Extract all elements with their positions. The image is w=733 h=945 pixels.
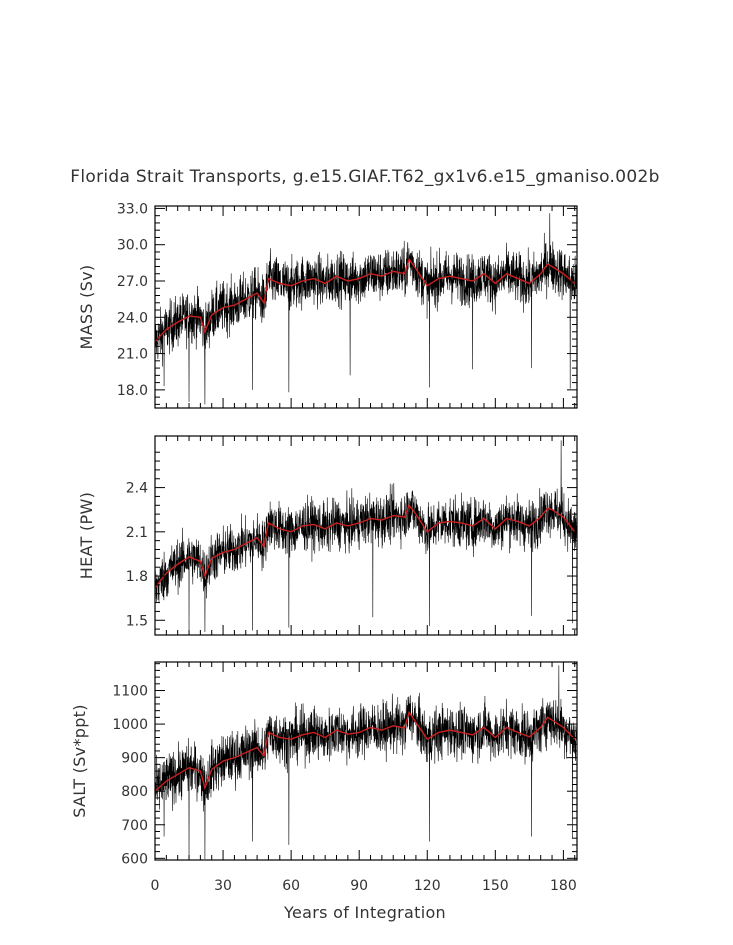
salt-y-tick-label: 900 [121,751,148,767]
x-tick-label: 120 [414,878,441,894]
heat-y-tick-label: 1.8 [126,569,148,585]
mass-annual-mean-series [155,257,576,342]
x-tick-label: 180 [550,878,577,894]
panel-salt: 600 700 800 900 1000 1100 SALT (Sv*ppt) [70,661,578,867]
heat-y-axis-label: HEAT (PW) [77,492,96,579]
salt-frame [154,661,578,861]
salt-annual-mean-series [155,710,576,792]
panels: 18.0 21.0 24.0 27.0 30.0 33.0 MASS (Sv) 1.5 1.8 2… [70,201,578,894]
salt-y-tick-label: 1100 [112,684,148,700]
x-tick-label: 90 [350,878,368,894]
mass-y-tick-label: 18.0 [117,383,148,399]
salt-monthly-series [155,665,577,859]
salt-y-axis-label: SALT (Sv*ppt) [70,704,89,818]
mass-y-axis-label: MASS (Sv) [77,265,96,350]
heat-y-tick-label: 2.4 [126,481,148,497]
heat-frame [154,435,578,636]
mass-y-tick-label: 27.0 [117,274,148,290]
heat-monthly-series [155,440,577,633]
mass-monthly-series [155,213,577,405]
x-tick-label: 150 [482,878,509,894]
salt-y-tick-label: 800 [121,784,148,800]
x-tick-label: 30 [214,878,232,894]
heat-y-tick-label: 1.5 [126,613,148,629]
chart-title: Florida Strait Transports, g.e15.GIAF.T6… [70,167,659,187]
salt-y-tick-label: 1000 [112,717,148,733]
heat-y-tick-label: 2.1 [126,525,148,541]
heat-annual-mean-series [155,503,576,589]
mass-y-tick-label: 24.0 [117,310,148,326]
panel-heat: 1.5 1.8 2.1 2.4 HEAT (PW) [77,435,578,636]
x-tick-label: 60 [282,878,300,894]
x-tick-label: 0 [151,878,160,894]
x-tick-labels: 0 30 60 90 120 150 180 [151,878,577,894]
x-axis-label: Years of Integration [283,903,446,922]
mass-y-tick-label: 33.0 [117,201,148,217]
mass-y-tick-label: 21.0 [117,347,148,363]
salt-y-tick-label: 700 [121,818,148,834]
mass-frame [154,205,578,409]
mass-y-tick-label: 30.0 [117,238,148,254]
salt-y-tick-label: 600 [121,851,148,867]
panel-mass: 18.0 21.0 24.0 27.0 30.0 33.0 MASS (Sv) [77,201,578,409]
